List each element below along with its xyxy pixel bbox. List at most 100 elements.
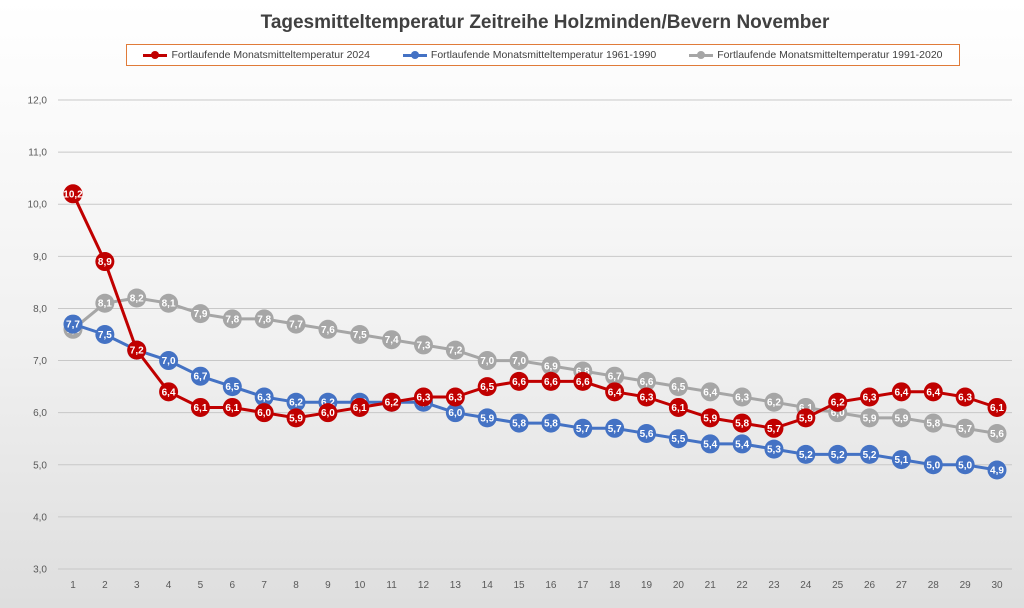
data-label: 7,8 — [225, 314, 239, 325]
x-tick-label: 22 — [737, 580, 749, 591]
legend-label-1961-1990: Fortlaufende Monatsmitteltemperatur 1961… — [430, 49, 657, 61]
data-point — [732, 413, 752, 433]
y-tick-label: 6,0 — [33, 408, 47, 419]
data-point — [605, 366, 625, 386]
data-point — [732, 434, 752, 454]
data-label: 5,5 — [671, 434, 685, 445]
data-point — [637, 424, 657, 444]
data-point — [828, 444, 848, 464]
x-tick-label: 16 — [545, 580, 557, 591]
data-label: 6,7 — [608, 372, 622, 383]
data-point — [764, 418, 784, 438]
data-point — [413, 335, 433, 355]
data-label: 6,4 — [162, 387, 176, 398]
data-point — [286, 392, 306, 412]
data-point — [668, 429, 688, 449]
data-label: 6,3 — [448, 393, 462, 404]
x-tick-label: 5 — [198, 580, 204, 591]
data-point — [637, 371, 657, 391]
data-label: 5,2 — [863, 450, 877, 461]
data-label: 6,6 — [544, 377, 558, 388]
data-label: 7,0 — [512, 356, 526, 367]
data-point — [190, 304, 210, 324]
data-label: 5,9 — [480, 413, 494, 424]
data-label: 5,6 — [640, 429, 654, 440]
data-label: 8,2 — [130, 294, 144, 305]
legend-marker-1991-2020 — [689, 50, 714, 60]
data-label: 5,8 — [512, 419, 526, 430]
data-point — [509, 371, 529, 391]
data-label: 6,3 — [863, 393, 877, 404]
data-point — [637, 387, 657, 407]
data-point — [828, 392, 848, 412]
data-point — [159, 351, 179, 371]
data-point — [541, 371, 561, 391]
data-label: 5,9 — [894, 413, 908, 424]
x-tick-label: 3 — [134, 580, 140, 591]
data-label: 6,0 — [831, 408, 845, 419]
data-label: 5,7 — [576, 424, 590, 435]
data-label: 6,0 — [257, 408, 271, 419]
data-point — [955, 455, 975, 475]
data-point — [987, 460, 1007, 480]
data-label: 5,1 — [894, 455, 908, 466]
data-label: 6,5 — [671, 382, 685, 393]
data-label: 5,8 — [926, 419, 940, 430]
data-point — [732, 387, 752, 407]
data-label: 7,2 — [448, 346, 462, 357]
data-point — [382, 392, 402, 412]
x-tick-label: 21 — [705, 580, 717, 591]
y-tick-label: 7,0 — [33, 356, 47, 367]
data-point — [127, 288, 147, 308]
data-point — [860, 444, 880, 464]
data-point — [254, 309, 274, 329]
data-point — [700, 434, 720, 454]
y-tick-label: 4,0 — [33, 512, 47, 523]
data-label: 6,9 — [544, 361, 558, 372]
data-label: 6,5 — [225, 382, 239, 393]
x-tick-label: 29 — [960, 580, 972, 591]
data-label: 5,6 — [990, 429, 1004, 440]
data-point — [413, 387, 433, 407]
x-tick-label: 14 — [482, 580, 494, 591]
data-label: 6,3 — [417, 393, 431, 404]
data-label: 6,2 — [831, 398, 845, 409]
x-tick-label: 24 — [800, 580, 812, 591]
data-point — [605, 418, 625, 438]
data-label: 5,3 — [767, 445, 781, 456]
chart-title: Tagesmitteltemperatur Zeitreihe Holzmind… — [260, 12, 830, 33]
data-label: 7,9 — [193, 309, 207, 320]
data-point — [605, 382, 625, 402]
x-tick-label: 26 — [864, 580, 876, 591]
x-tick-label: 17 — [577, 580, 589, 591]
data-label: 7,0 — [480, 356, 494, 367]
data-point — [445, 340, 465, 360]
data-point — [254, 387, 274, 407]
data-label: 10,2 — [63, 189, 83, 200]
data-label: 7,5 — [353, 330, 367, 341]
x-tick-label: 27 — [896, 580, 908, 591]
data-label: 6,2 — [385, 398, 399, 409]
legend-item-2024: Fortlaufende Monatsmitteltemperatur 2024 — [143, 49, 370, 61]
data-label: 5,9 — [799, 413, 813, 424]
data-point — [860, 387, 880, 407]
data-label: 8,1 — [98, 299, 112, 310]
data-point — [350, 397, 370, 417]
data-point — [445, 387, 465, 407]
data-label: 6,4 — [926, 387, 940, 398]
data-point — [796, 444, 816, 464]
data-label: 6,3 — [735, 393, 749, 404]
x-tick-label: 20 — [673, 580, 685, 591]
x-tick-label: 19 — [641, 580, 653, 591]
data-point — [923, 413, 943, 433]
data-point — [541, 413, 561, 433]
data-label: 6,6 — [640, 377, 654, 388]
data-label: 5,7 — [608, 424, 622, 435]
data-label: 6,4 — [608, 387, 622, 398]
data-point — [222, 397, 242, 417]
data-point — [318, 319, 338, 339]
legend-item-1991-2020: Fortlaufende Monatsmitteltemperatur 1991… — [689, 49, 943, 61]
data-label: 6,3 — [640, 393, 654, 404]
data-point — [477, 351, 497, 371]
